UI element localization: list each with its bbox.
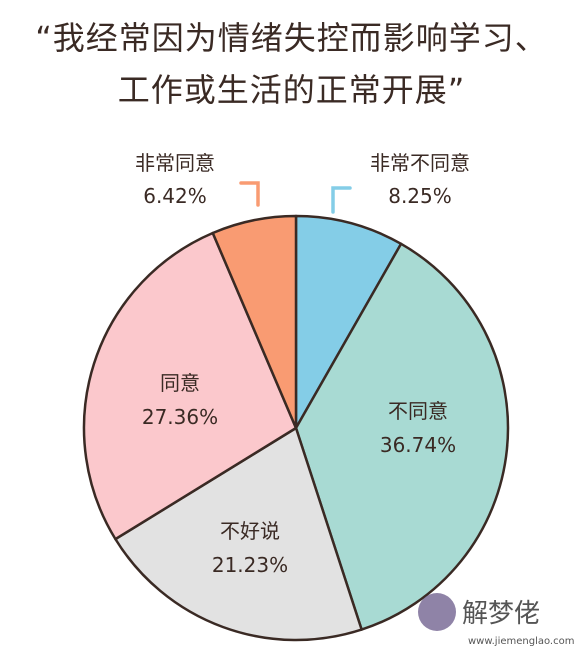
pie-slices [82,214,510,642]
chart-title-line-2: 工作或生活的正常开展” [117,71,466,109]
slice-value-label-1: 36.74% [380,433,456,457]
label-bracket-4 [239,181,260,207]
slice-value-label-4: 6.42% [143,184,207,208]
pie-slice-2 [114,426,363,642]
slice-label-1: 不同意 [388,399,448,423]
chart-title-line-1: “我经常因为情绪失控而影响学习、 [35,19,548,57]
slice-value-label-0: 8.25% [388,184,452,208]
pie-slice-3 [82,231,298,541]
slice-label-3: 同意 [160,371,200,395]
watermark-url: www.jiemenglao.com [468,636,574,647]
slice-label-0: 非常不同意 [370,151,470,175]
pie-labels: 非常不同意 8.25% 不同意 36.74% 不好说 21.23% 同意 27.36% 非常同意… [135,151,470,577]
pie-slice-0 [294,214,403,430]
slice-label-4: 非常同意 [135,151,215,175]
label-bracket-0 [331,186,352,214]
watermark: 解梦佬 www.jiemenglao.com [418,593,574,647]
watermark-text: 解梦佬 [462,599,540,629]
slice-label-2: 不好说 [220,519,280,543]
slice-value-label-3: 27.36% [142,405,218,429]
slice-value-label-2: 21.23% [212,553,288,577]
label-brackets [239,181,352,214]
pie-slice-1 [294,242,510,631]
pie-slice-4 [211,214,298,430]
watermark-logo-icon [418,593,456,631]
